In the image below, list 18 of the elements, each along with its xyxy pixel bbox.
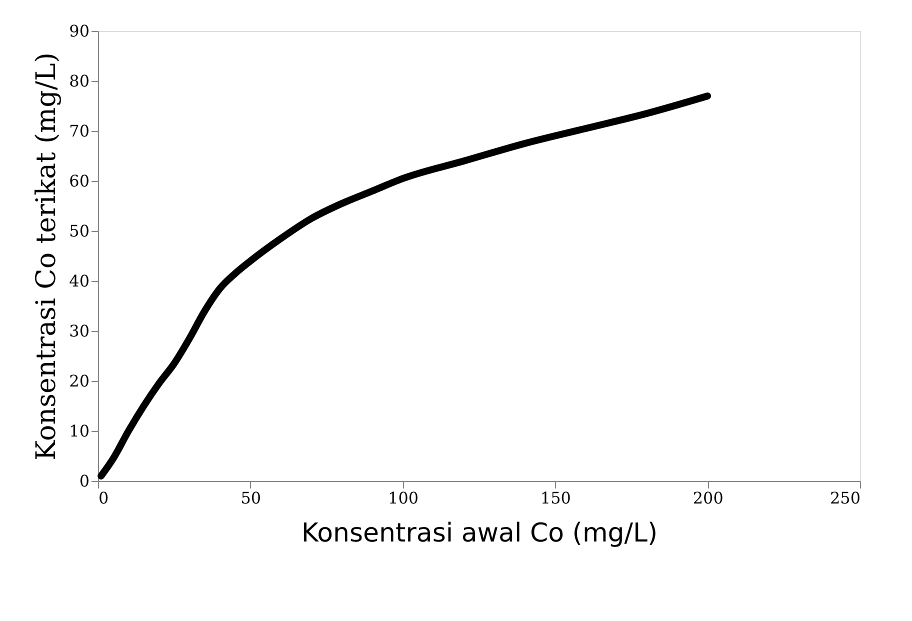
y-axis-title: Konsentrasi Co terikat (mg/L) <box>31 52 62 460</box>
y-tick-label: 20 <box>69 372 90 390</box>
y-tick-label: 30 <box>69 322 90 340</box>
x-tick-label: 50 <box>240 488 262 508</box>
y-tick-label: 10 <box>69 422 90 440</box>
x-axis-title: Konsentrasi awal Co (mg/L) <box>301 518 658 548</box>
y-tick-label: 70 <box>69 122 90 140</box>
x-tick-label: 200 <box>692 488 724 508</box>
x-tick-label: 100 <box>388 488 419 508</box>
y-tick-label: 40 <box>69 272 90 290</box>
y-tick-label: 80 <box>69 72 90 90</box>
x-tick-label: 250 <box>830 488 860 508</box>
x-tick-label: 0 <box>98 488 109 508</box>
y-tick-label: 90 <box>69 22 90 40</box>
y-tick-label: 60 <box>69 172 90 190</box>
x-tick-label: 150 <box>540 488 571 508</box>
y-tick-label: 50 <box>69 222 90 240</box>
y-tick-label: 0 <box>79 472 90 490</box>
